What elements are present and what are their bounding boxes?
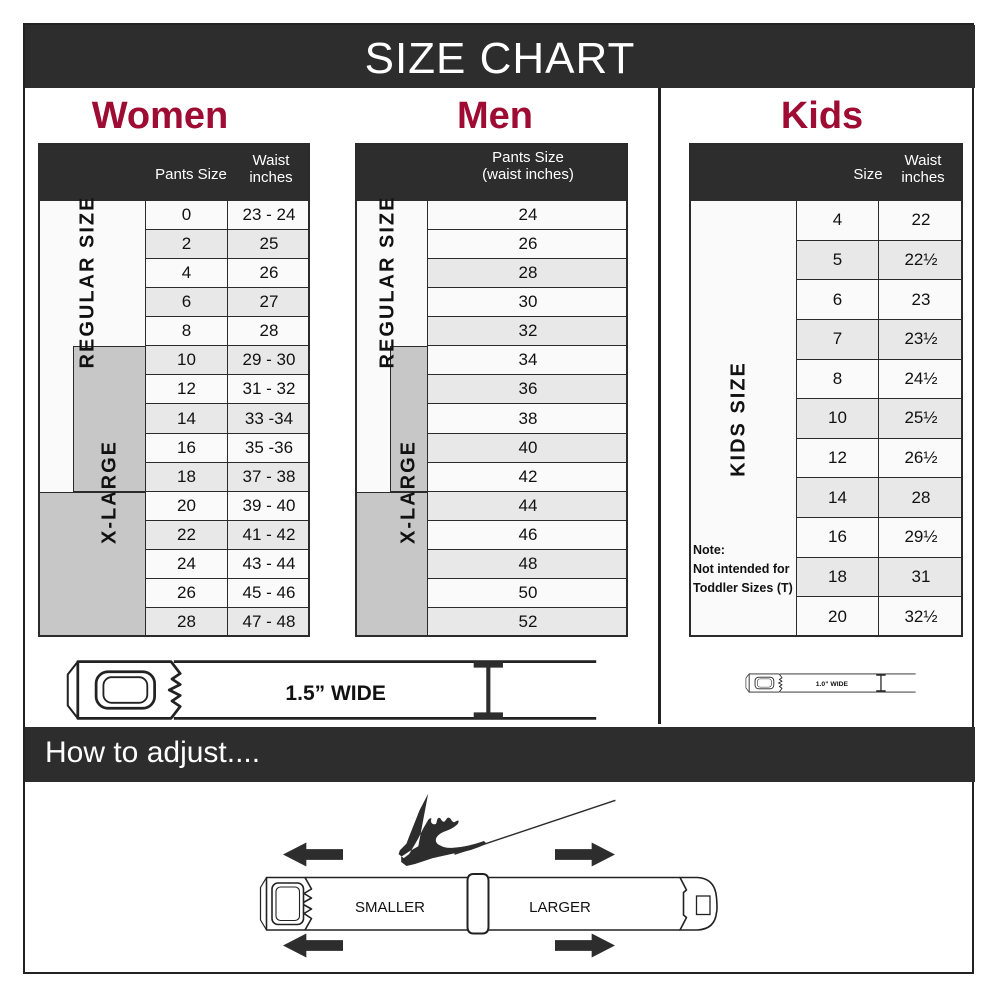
svg-text:1.0” WIDE: 1.0” WIDE [816,681,849,688]
svg-text:LARGER: LARGER [529,899,591,916]
svg-text:SMALLER: SMALLER [355,899,425,916]
svg-text:1.5” WIDE: 1.5” WIDE [285,682,385,705]
